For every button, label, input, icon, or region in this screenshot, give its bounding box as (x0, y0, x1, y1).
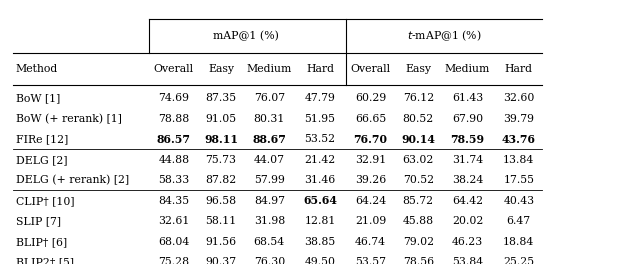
Text: Overall: Overall (154, 64, 194, 74)
Text: 44.88: 44.88 (158, 155, 189, 165)
Text: 68.04: 68.04 (158, 237, 189, 247)
Text: 45.88: 45.88 (403, 216, 434, 226)
Text: 31.46: 31.46 (305, 175, 335, 185)
Text: 84.97: 84.97 (254, 196, 285, 206)
Text: 98.11: 98.11 (204, 134, 238, 145)
Text: 43.76: 43.76 (502, 134, 536, 145)
Text: 67.90: 67.90 (452, 114, 483, 124)
Text: Medium: Medium (246, 64, 292, 74)
Text: 17.55: 17.55 (503, 175, 534, 185)
Text: 32.61: 32.61 (158, 216, 189, 226)
Text: Easy: Easy (208, 64, 234, 74)
Text: Hard: Hard (306, 64, 334, 74)
Text: Method: Method (16, 64, 58, 74)
Text: 18.84: 18.84 (503, 237, 534, 247)
Text: 13.84: 13.84 (503, 155, 534, 165)
Text: 85.72: 85.72 (403, 196, 434, 206)
Text: 60.29: 60.29 (355, 93, 386, 103)
Text: 76.70: 76.70 (353, 134, 387, 145)
Text: 49.50: 49.50 (305, 257, 335, 264)
Text: 21.09: 21.09 (355, 216, 386, 226)
Text: 53.52: 53.52 (305, 134, 335, 144)
Text: 79.02: 79.02 (403, 237, 434, 247)
Text: 87.82: 87.82 (205, 175, 237, 185)
Text: 74.69: 74.69 (158, 93, 189, 103)
Text: 58.33: 58.33 (158, 175, 189, 185)
Text: 76.12: 76.12 (403, 93, 434, 103)
Text: BoW (+ rerank) [1]: BoW (+ rerank) [1] (16, 114, 122, 124)
Text: 86.57: 86.57 (157, 134, 191, 145)
Text: 70.52: 70.52 (403, 175, 434, 185)
Text: 25.25: 25.25 (503, 257, 534, 264)
Text: 65.64: 65.64 (303, 195, 337, 206)
Text: 76.30: 76.30 (253, 257, 285, 264)
Text: 87.35: 87.35 (205, 93, 237, 103)
Text: 46.74: 46.74 (355, 237, 386, 247)
Text: 90.37: 90.37 (205, 257, 237, 264)
Text: 51.95: 51.95 (305, 114, 335, 124)
Text: mAP@1 (%): mAP@1 (%) (213, 31, 279, 41)
Text: $t$-mAP@1 (%): $t$-mAP@1 (%) (407, 29, 481, 43)
Text: 38.85: 38.85 (305, 237, 335, 247)
Text: 80.52: 80.52 (403, 114, 434, 124)
Text: 32.60: 32.60 (503, 93, 534, 103)
Text: 90.14: 90.14 (401, 134, 435, 145)
Text: 31.74: 31.74 (452, 155, 483, 165)
Text: 57.99: 57.99 (254, 175, 285, 185)
Text: 88.67: 88.67 (252, 134, 286, 145)
Text: 46.23: 46.23 (452, 237, 483, 247)
Text: 75.73: 75.73 (205, 155, 237, 165)
Text: 68.54: 68.54 (253, 237, 285, 247)
Text: 6.47: 6.47 (507, 216, 531, 226)
Text: 53.84: 53.84 (452, 257, 483, 264)
Text: 38.24: 38.24 (452, 175, 483, 185)
Text: 75.28: 75.28 (158, 257, 189, 264)
Text: SLIP [7]: SLIP [7] (16, 216, 61, 226)
Text: 78.56: 78.56 (403, 257, 434, 264)
Text: 21.42: 21.42 (305, 155, 335, 165)
Text: Overall: Overall (350, 64, 390, 74)
Text: 32.91: 32.91 (355, 155, 386, 165)
Text: 91.05: 91.05 (205, 114, 237, 124)
Text: CLIP† [10]: CLIP† [10] (16, 196, 74, 206)
Text: Easy: Easy (405, 64, 431, 74)
Text: 53.57: 53.57 (355, 257, 386, 264)
Text: 39.79: 39.79 (503, 114, 534, 124)
Text: 40.43: 40.43 (503, 196, 534, 206)
Text: 96.58: 96.58 (205, 196, 237, 206)
Text: BoW [1]: BoW [1] (16, 93, 60, 103)
Text: 76.07: 76.07 (253, 93, 285, 103)
Text: 78.59: 78.59 (451, 134, 484, 145)
Text: FIRe [12]: FIRe [12] (16, 134, 68, 144)
Text: BLIP† [6]: BLIP† [6] (16, 237, 67, 247)
Text: BLIP2† [5]: BLIP2† [5] (16, 257, 74, 264)
Text: Hard: Hard (505, 64, 532, 74)
Text: 20.02: 20.02 (452, 216, 483, 226)
Text: Medium: Medium (445, 64, 490, 74)
Text: 64.24: 64.24 (355, 196, 386, 206)
Text: DELG (+ rerank) [2]: DELG (+ rerank) [2] (16, 175, 129, 186)
Text: 44.07: 44.07 (254, 155, 285, 165)
Text: 39.26: 39.26 (355, 175, 386, 185)
Text: 64.42: 64.42 (452, 196, 483, 206)
Text: 84.35: 84.35 (158, 196, 189, 206)
Text: DELG [2]: DELG [2] (16, 155, 67, 165)
Text: 61.43: 61.43 (452, 93, 483, 103)
Text: 91.56: 91.56 (205, 237, 237, 247)
Text: 80.31: 80.31 (253, 114, 285, 124)
Text: 78.88: 78.88 (158, 114, 189, 124)
Text: 66.65: 66.65 (355, 114, 386, 124)
Text: 47.79: 47.79 (305, 93, 335, 103)
Text: 31.98: 31.98 (253, 216, 285, 226)
Text: 63.02: 63.02 (403, 155, 434, 165)
Text: 12.81: 12.81 (304, 216, 336, 226)
Text: 58.11: 58.11 (205, 216, 237, 226)
